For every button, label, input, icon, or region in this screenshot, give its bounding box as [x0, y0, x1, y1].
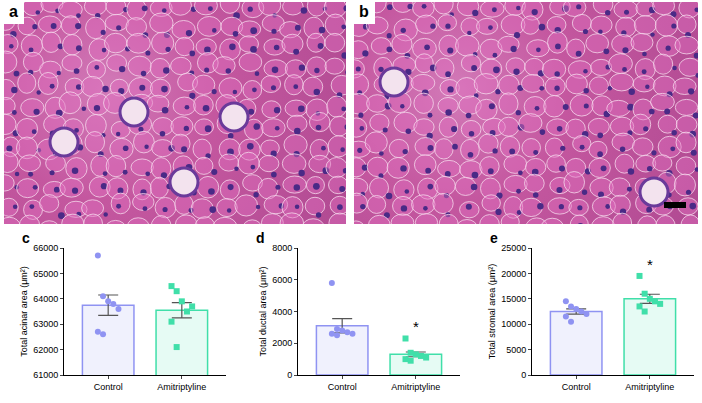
svg-text:*: * [413, 318, 419, 335]
svg-text:e: e [490, 230, 498, 246]
svg-text:20000: 20000 [501, 269, 526, 279]
svg-text:10000: 10000 [501, 319, 526, 329]
svg-text:Control: Control [328, 382, 357, 392]
svg-text:c: c [22, 230, 30, 246]
svg-text:Amitriptyline: Amitriptyline [625, 382, 674, 392]
svg-text:64000: 64000 [33, 294, 58, 304]
svg-text:Control: Control [562, 382, 591, 392]
svg-text:0: 0 [287, 370, 292, 380]
svg-text:62000: 62000 [33, 345, 58, 355]
svg-text:Total acinar area (μm²): Total acinar area (μm²) [19, 266, 29, 357]
html-text:b: b [359, 3, 369, 20]
svg-text:65000: 65000 [33, 269, 58, 279]
svg-text:61000: 61000 [33, 370, 58, 380]
svg-text:*: * [647, 256, 653, 273]
svg-text:2000: 2000 [272, 338, 292, 348]
svg-text:66000: 66000 [33, 243, 58, 253]
svg-text:15000: 15000 [501, 294, 526, 304]
svg-text:5000: 5000 [506, 345, 526, 355]
svg-text:4000: 4000 [272, 307, 292, 317]
svg-text:d: d [256, 230, 265, 246]
html-text:a: a [9, 3, 18, 20]
svg-text:63000: 63000 [33, 319, 58, 329]
svg-text:Control: Control [94, 382, 123, 392]
svg-text:Total stromal area (μm²): Total stromal area (μm²) [487, 264, 497, 360]
svg-text:0: 0 [521, 370, 526, 380]
svg-text:Amitriptyline: Amitriptyline [157, 382, 206, 392]
svg-text:8000: 8000 [272, 243, 292, 253]
svg-text:6000: 6000 [272, 275, 292, 285]
svg-text:Total ductal area (μm²): Total ductal area (μm²) [258, 266, 268, 356]
svg-text:25000: 25000 [501, 243, 526, 253]
svg-text:Amitriptyline: Amitriptyline [391, 382, 440, 392]
